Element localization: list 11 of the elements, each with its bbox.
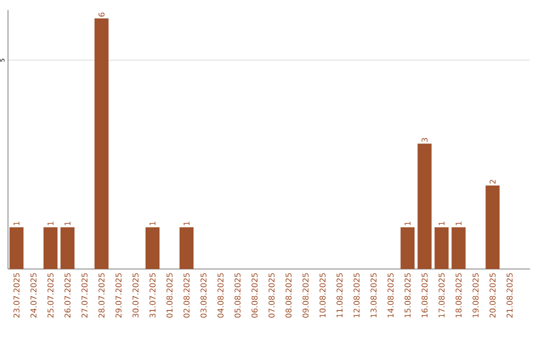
bar	[44, 227, 58, 269]
bar	[146, 227, 160, 269]
bar	[400, 227, 415, 269]
bar	[434, 227, 449, 269]
bar	[180, 227, 194, 269]
bar	[452, 227, 466, 269]
bar	[60, 227, 75, 269]
bar	[10, 227, 24, 269]
bar	[94, 18, 109, 269]
bar	[486, 185, 500, 269]
bar	[418, 144, 432, 269]
